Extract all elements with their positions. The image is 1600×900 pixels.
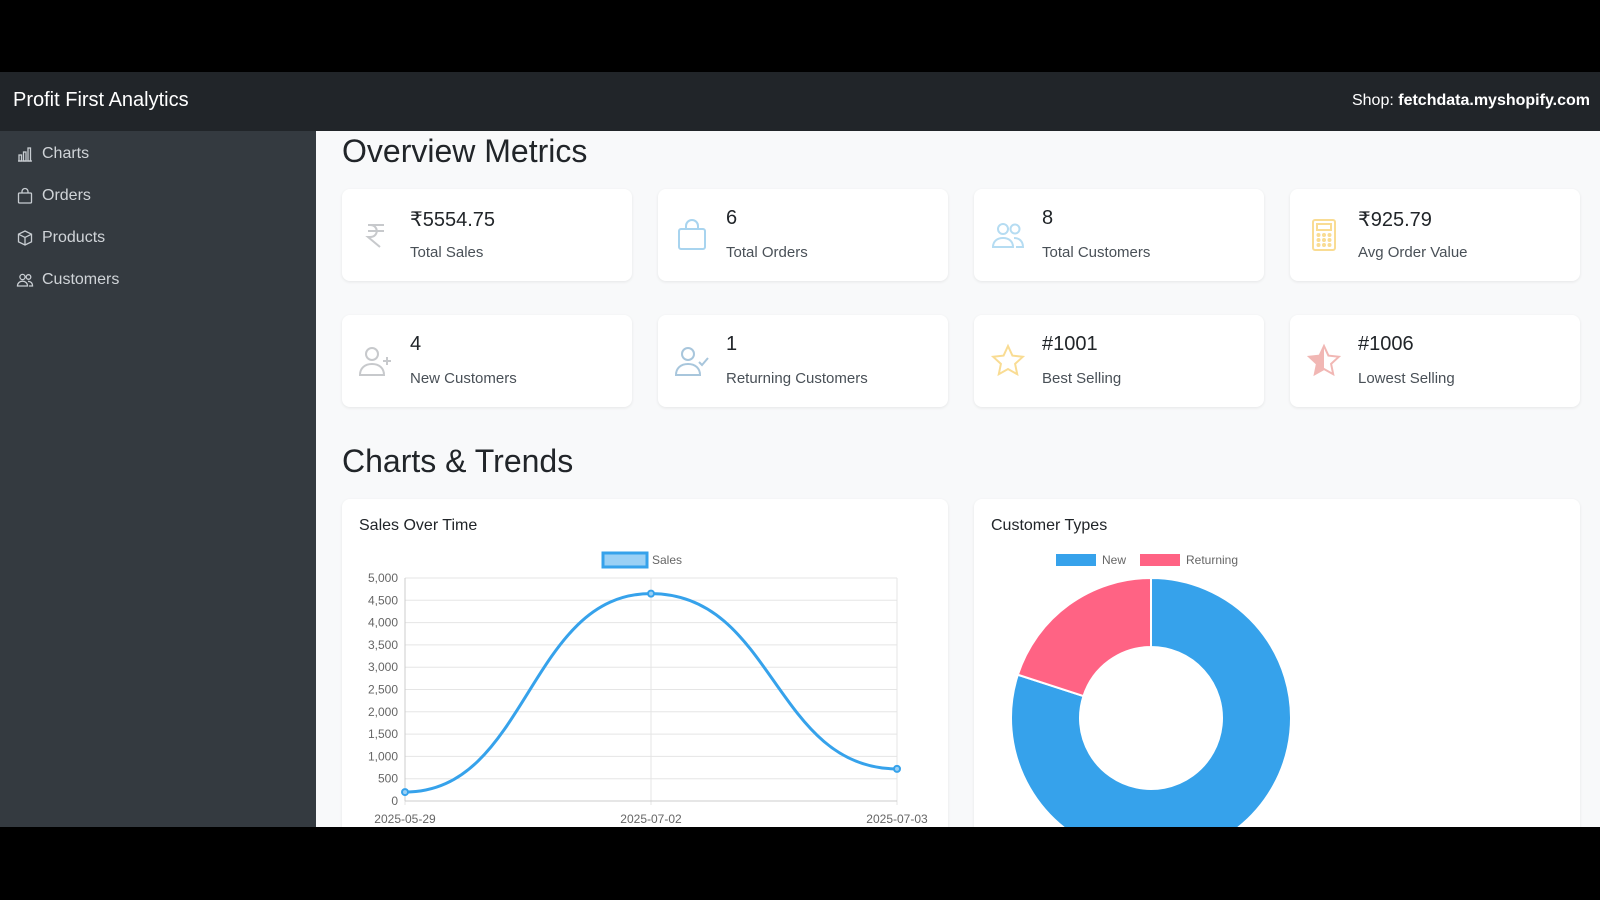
metric-value: 1 — [726, 333, 738, 355]
y-tick-label: 2,500 — [368, 683, 398, 697]
y-tick-label: 3,500 — [368, 638, 398, 652]
metric-value: 6 — [726, 207, 738, 229]
sales-over-time-card: Sales Over Time Sales 0 500 1,000 1,500 2,00… — [342, 499, 948, 827]
metric-label: Avg Order Value — [1358, 244, 1468, 261]
person-plus-icon — [358, 347, 391, 376]
metric-label: Best Selling — [1042, 370, 1122, 387]
metric-label: Total Sales — [410, 244, 484, 261]
sidebar-item-customers[interactable]: Customers — [16, 265, 119, 295]
sidebar-item-label: Charts — [42, 145, 90, 162]
shop-name: fetchdata.myshopify.com — [1398, 92, 1590, 109]
metric-card-avg-order-value: ₹925.79 Avg Order Value — [1290, 189, 1580, 281]
metric-label: New Customers — [410, 370, 517, 387]
metric-card-lowest-selling: #1006 Lowest Selling — [1290, 315, 1580, 407]
brand-title[interactable]: Profit First Analytics — [13, 89, 189, 111]
sidebar-item-label: Products — [42, 229, 106, 246]
doughnut-slice-new[interactable] — [1010, 576, 1292, 827]
people-icon — [16, 273, 34, 287]
sales-data-point[interactable] — [401, 788, 409, 797]
y-tick-label: 1,000 — [368, 749, 398, 763]
sales-data-point[interactable] — [647, 589, 655, 598]
y-tick-label: 0 — [391, 794, 398, 808]
customer-types-doughnut-chart: New Returning — [1010, 553, 1292, 827]
metric-value: #1001 — [1042, 333, 1098, 355]
y-tick-label: 1,500 — [368, 727, 398, 741]
app-window: Profit First Analytics Shop: fetchdata.m… — [0, 72, 1600, 827]
metric-card-total-orders: 6 Total Orders — [658, 189, 948, 281]
metric-card-total-sales: ₹5554.75 Total Sales — [342, 189, 632, 281]
metric-value: 8 — [1042, 207, 1054, 229]
legend-label-new[interactable]: New — [1102, 553, 1126, 567]
y-tick-label: 4,000 — [368, 616, 398, 630]
metric-label: Returning Customers — [726, 370, 868, 387]
sidebar-item-orders[interactable]: Orders — [16, 181, 91, 211]
box-icon — [17, 230, 33, 246]
metric-label: Total Customers — [1042, 244, 1151, 261]
metric-value: 4 — [410, 333, 422, 355]
person-check-icon — [674, 347, 709, 376]
overview-title: Overview Metrics — [342, 133, 588, 169]
bar-chart-icon — [18, 147, 32, 162]
people-icon — [991, 223, 1025, 248]
metric-card-best-selling: #1001 Best Selling — [974, 315, 1264, 407]
doughnut-slice-returning[interactable] — [1016, 576, 1152, 698]
calculator-icon — [1312, 219, 1336, 251]
legend-label-returning[interactable]: Returning — [1186, 553, 1238, 567]
y-tick-label: 3,000 — [368, 660, 398, 674]
metric-card-new-customers: 4 New Customers — [342, 315, 632, 407]
rupee-icon — [365, 224, 384, 248]
sidebar-item-label: Orders — [42, 187, 91, 204]
star-icon — [990, 343, 1026, 377]
legend-label-sales[interactable]: Sales — [652, 553, 682, 567]
top-navbar: Profit First Analytics Shop: fetchdata.m… — [0, 72, 1600, 131]
metric-card-returning-customers: 1 Returning Customers — [658, 315, 948, 407]
bag-icon — [678, 219, 706, 250]
legend-swatch-new[interactable] — [1056, 554, 1096, 566]
main-content: Overview Metrics ₹5554.75 Total Sales 6 … — [316, 131, 1600, 827]
star-half-icon — [1306, 343, 1342, 377]
legend-swatch-returning[interactable] — [1140, 554, 1180, 566]
charts-title: Charts & Trends — [342, 443, 574, 479]
x-tick-label: 2025-07-03 — [866, 812, 928, 826]
customer-types-card: Customer Types New Returning — [974, 499, 1580, 827]
metric-label: Lowest Selling — [1358, 370, 1455, 387]
sidebar-item-products[interactable]: Products — [16, 223, 105, 253]
shop-info: Shop: fetchdata.myshopify.com — [1352, 92, 1590, 110]
metric-value: ₹5554.75 — [410, 209, 496, 231]
y-tick-label: 500 — [378, 772, 398, 786]
chart-title: Customer Types — [991, 517, 1108, 534]
metric-card-total-customers: 8 Total Customers — [974, 189, 1264, 281]
sidebar-item-label: Customers — [42, 271, 120, 288]
metric-label: Total Orders — [726, 244, 808, 261]
chart-title: Sales Over Time — [359, 517, 478, 534]
legend-swatch-sales[interactable] — [601, 551, 649, 569]
sales-line-chart: Sales 0 500 1,000 1,500 2,000 2,500 3,000 3,500… — [368, 551, 928, 826]
y-tick-label: 2,000 — [368, 705, 398, 719]
metric-value: ₹925.79 — [1358, 209, 1432, 231]
x-tick-label: 2025-05-29 — [374, 812, 436, 826]
y-tick-label: 4,500 — [368, 593, 398, 607]
sidebar-item-charts[interactable]: Charts — [16, 139, 89, 169]
metric-value: #1006 — [1358, 333, 1414, 355]
x-tick-label: 2025-07-02 — [620, 812, 682, 826]
sales-data-point[interactable] — [893, 764, 901, 773]
y-tick-label: 5,000 — [368, 571, 398, 585]
shop-label: Shop: — [1351, 92, 1394, 109]
bag-icon — [17, 187, 33, 204]
sidebar: Charts Orders Products Customers — [0, 131, 316, 827]
